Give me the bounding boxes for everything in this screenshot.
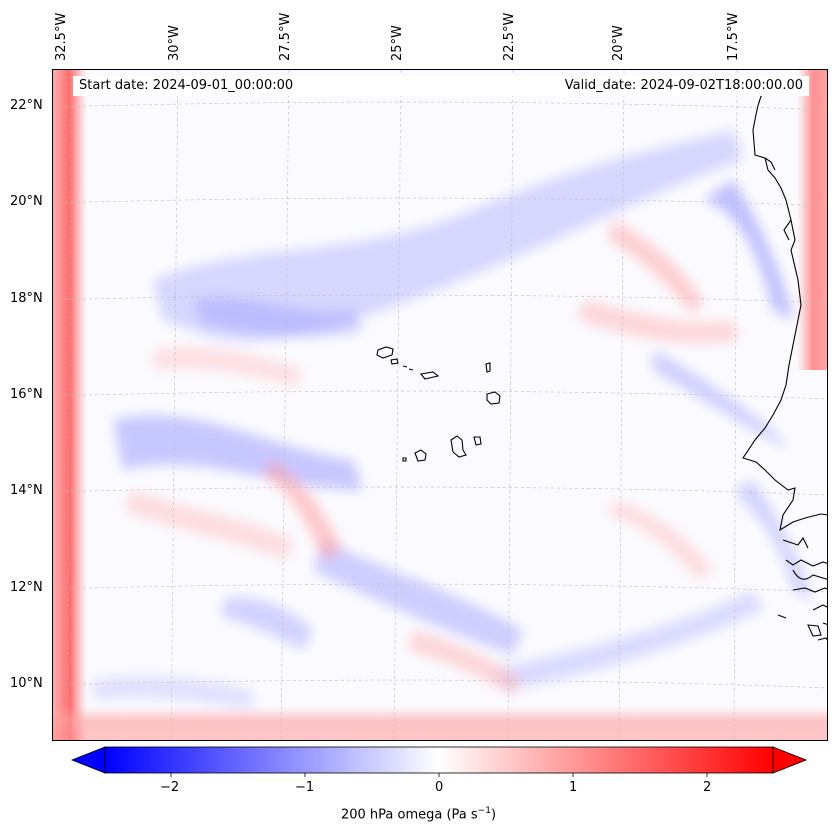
cape-verde-islands (376, 346, 501, 462)
lat-label: 16°N (10, 387, 43, 402)
colorbar-gradient (104, 746, 774, 774)
lon-label: 22.5°W (502, 12, 517, 61)
colorbar-tick-label: 0 (435, 780, 444, 795)
date-header: Start date: 2024-09-01_00:00:00 Valid_da… (73, 76, 809, 96)
right-edge-band (797, 70, 827, 370)
lat-label: 20°N (10, 194, 43, 209)
gridlines (53, 70, 827, 740)
colorbar-ticks (170, 773, 708, 777)
lat-label: 10°N (10, 676, 43, 691)
colorbar-extend-min (70, 746, 106, 774)
west-africa-coastline (742, 87, 827, 641)
lon-label: 30°W (167, 25, 182, 61)
start-date-label: Start date: 2024-09-01_00:00:00 (79, 78, 294, 93)
colorbar-label-sup: −1 (477, 806, 491, 816)
colorbar-label: 200 hPa omega (Pa s (340, 807, 478, 823)
omega-field (53, 70, 827, 740)
colorbar-tick-label: −1 (295, 780, 315, 795)
left-edge-band (53, 70, 87, 740)
lon-label: 25°W (390, 25, 405, 61)
map-panel: Start date: 2024-09-01_00:00:00 Valid_da… (52, 69, 828, 741)
lon-label: 32.5°W (54, 12, 69, 61)
colorbar-extend-max (772, 746, 808, 774)
colorbar-tick-label: 2 (703, 780, 712, 795)
lon-label: 17.5°W (726, 12, 741, 61)
lon-label: 20°W (611, 25, 626, 61)
colorbar-label-end: ) (490, 807, 497, 823)
lon-label: 27.5°W (278, 12, 293, 61)
bottom-edge-band (53, 706, 827, 740)
valid-date-label: Valid_date: 2024-09-02T18:00:00.00 (564, 78, 803, 93)
colorbar-tick-label: −2 (160, 780, 180, 795)
lat-label: 12°N (10, 580, 43, 595)
colorbar-title: 200 hPa omega (Pa s−1) (0, 806, 837, 822)
colorbar (70, 746, 808, 777)
lat-label: 22°N (10, 98, 43, 113)
lat-label: 14°N (10, 483, 43, 498)
colorbar-tick-label: 1 (569, 780, 578, 795)
field-blobs (93, 130, 813, 710)
lat-label: 18°N (10, 291, 43, 306)
